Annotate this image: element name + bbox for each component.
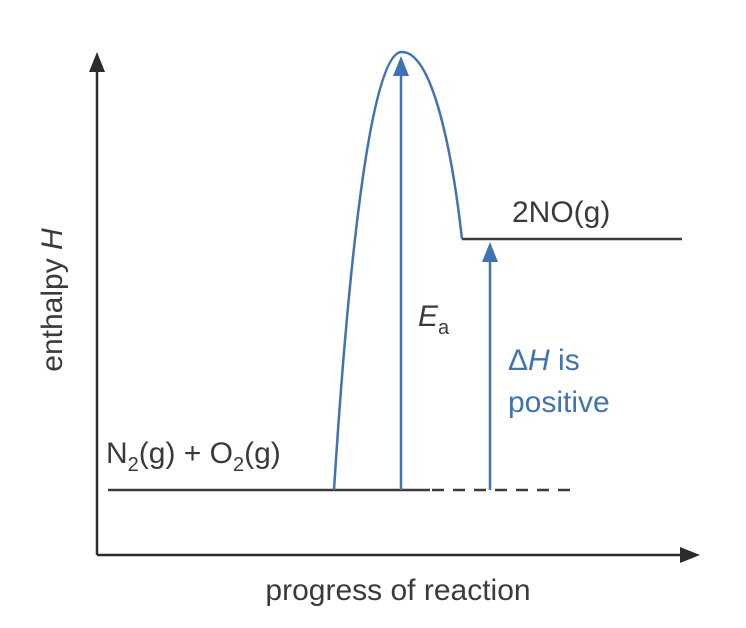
reactants-label: N2(g) + O2(g) [106,437,281,476]
activation-energy-label: Ea [418,300,450,339]
y-axis-label: enthalpy H [36,228,69,372]
activation-energy-arrowhead [393,56,409,76]
y-axis-arrowhead [89,52,105,72]
x-axis-arrowhead [680,547,700,563]
products-label: 2NO(g) [512,196,610,229]
enthalpy-change-label-line2: positive [508,386,610,419]
enthalpy-change-label: ΔH is [508,344,580,377]
energy-barrier-curve [332,50,464,491]
enthalpy-change-arrowhead [482,242,498,262]
x-axis-label: progress of reaction [265,574,530,607]
